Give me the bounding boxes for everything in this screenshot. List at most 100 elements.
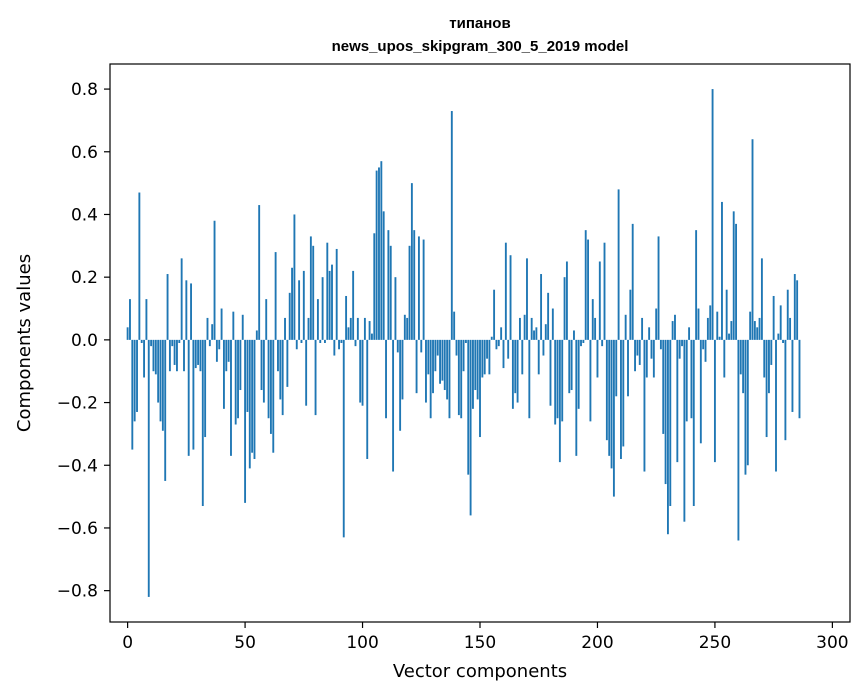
bar-259 [735, 223, 738, 340]
bar-43 [227, 339, 230, 362]
bar-165 [514, 339, 517, 394]
bar-224 [652, 339, 655, 378]
bar-14 [159, 339, 162, 422]
bar-191 [575, 339, 578, 456]
bar-111 [387, 230, 390, 340]
y-tick-label: 0.8 [71, 80, 98, 100]
bar-135 [443, 339, 446, 391]
bar-205 [608, 339, 611, 456]
bar-110 [385, 339, 387, 419]
bar-239 [688, 327, 691, 340]
bar-12 [154, 339, 157, 375]
bar-69 [288, 292, 291, 340]
bar-229 [664, 339, 667, 485]
bar-29 [194, 339, 197, 369]
bar-23 [180, 258, 183, 340]
bar-247 [706, 317, 709, 340]
bar-95 [349, 317, 352, 340]
bar-142 [460, 339, 463, 419]
bar-20 [173, 339, 176, 365]
bar-169 [523, 314, 526, 340]
bar-178 [544, 324, 547, 340]
bar-148 [474, 339, 477, 391]
bar-179 [547, 292, 550, 340]
bar-272 [765, 339, 768, 438]
bar-171 [528, 339, 531, 419]
bar-237 [683, 339, 686, 522]
bar-22 [178, 339, 181, 343]
bar-281 [786, 289, 789, 340]
bar-76 [305, 339, 308, 406]
bar-49 [241, 314, 244, 340]
bar-63 [274, 252, 277, 340]
bar-41 [222, 339, 225, 409]
bar-276 [775, 339, 777, 472]
bar-176 [540, 274, 543, 340]
bar-65 [279, 339, 282, 400]
bar-119 [406, 317, 409, 340]
x-tick-label: 300 [816, 633, 848, 653]
bar-218 [638, 339, 641, 365]
bar-91 [340, 339, 343, 343]
bar-42 [225, 339, 228, 372]
bar-68 [286, 339, 289, 387]
x-tick-label: 200 [581, 633, 613, 653]
bar-58 [262, 339, 265, 403]
bar-45 [232, 311, 235, 340]
bar-227 [659, 339, 662, 350]
bar-211 [622, 339, 625, 447]
x-axis-label: Vector components [393, 661, 567, 682]
bar-39 [218, 339, 221, 350]
bar-126 [422, 239, 425, 340]
bar-222 [648, 327, 651, 340]
bar-186 [563, 277, 566, 340]
bar-120 [408, 245, 411, 340]
bar-163 [509, 255, 512, 340]
bar-113 [392, 339, 395, 472]
bar-52 [248, 339, 251, 469]
bar-183 [556, 339, 559, 419]
bar-196 [587, 239, 590, 340]
bar-174 [535, 327, 538, 340]
bar-70 [291, 267, 294, 340]
bar-88 [333, 339, 336, 356]
bar-36 [211, 324, 214, 340]
bar-10 [150, 339, 153, 347]
bar-117 [401, 339, 404, 400]
bar-114 [394, 277, 397, 340]
bar-270 [760, 258, 763, 340]
bar-253 [721, 201, 723, 340]
y-tick-label: 0.4 [71, 205, 98, 225]
bar-230 [666, 339, 669, 535]
bar-192 [577, 339, 580, 409]
bar-109 [382, 211, 385, 340]
y-tick-label: −0.2 [57, 394, 98, 414]
bar-89 [335, 248, 338, 340]
bar-53 [251, 339, 254, 453]
y-tick-label: −0.8 [57, 582, 98, 602]
bar-150 [479, 339, 481, 438]
bar-128 [427, 339, 430, 375]
bar-194 [582, 339, 585, 343]
bar-173 [533, 330, 535, 340]
bar-105 [373, 233, 376, 340]
bar-241 [692, 339, 695, 507]
bar-210 [620, 339, 622, 459]
bar-62 [272, 339, 275, 453]
x-tick-label: 50 [234, 633, 256, 653]
bar-153 [486, 339, 488, 359]
bar-252 [718, 336, 721, 340]
bar-219 [641, 317, 644, 340]
bar-198 [591, 299, 594, 340]
bar-0 [126, 327, 129, 340]
y-axis-ticks: −0.8 −0.6 −0.4 −0.2 0.0 0.2 0.4 0.6 0.8 [57, 80, 110, 602]
bar-72 [295, 339, 298, 350]
y-axis-label: Components values [14, 254, 35, 432]
bar-274 [770, 339, 773, 365]
bar-102 [366, 339, 369, 459]
bar-86 [328, 270, 331, 340]
bar-170 [526, 258, 528, 340]
bar-263 [744, 339, 747, 475]
bar-261 [739, 339, 742, 375]
bar-9 [147, 339, 150, 597]
